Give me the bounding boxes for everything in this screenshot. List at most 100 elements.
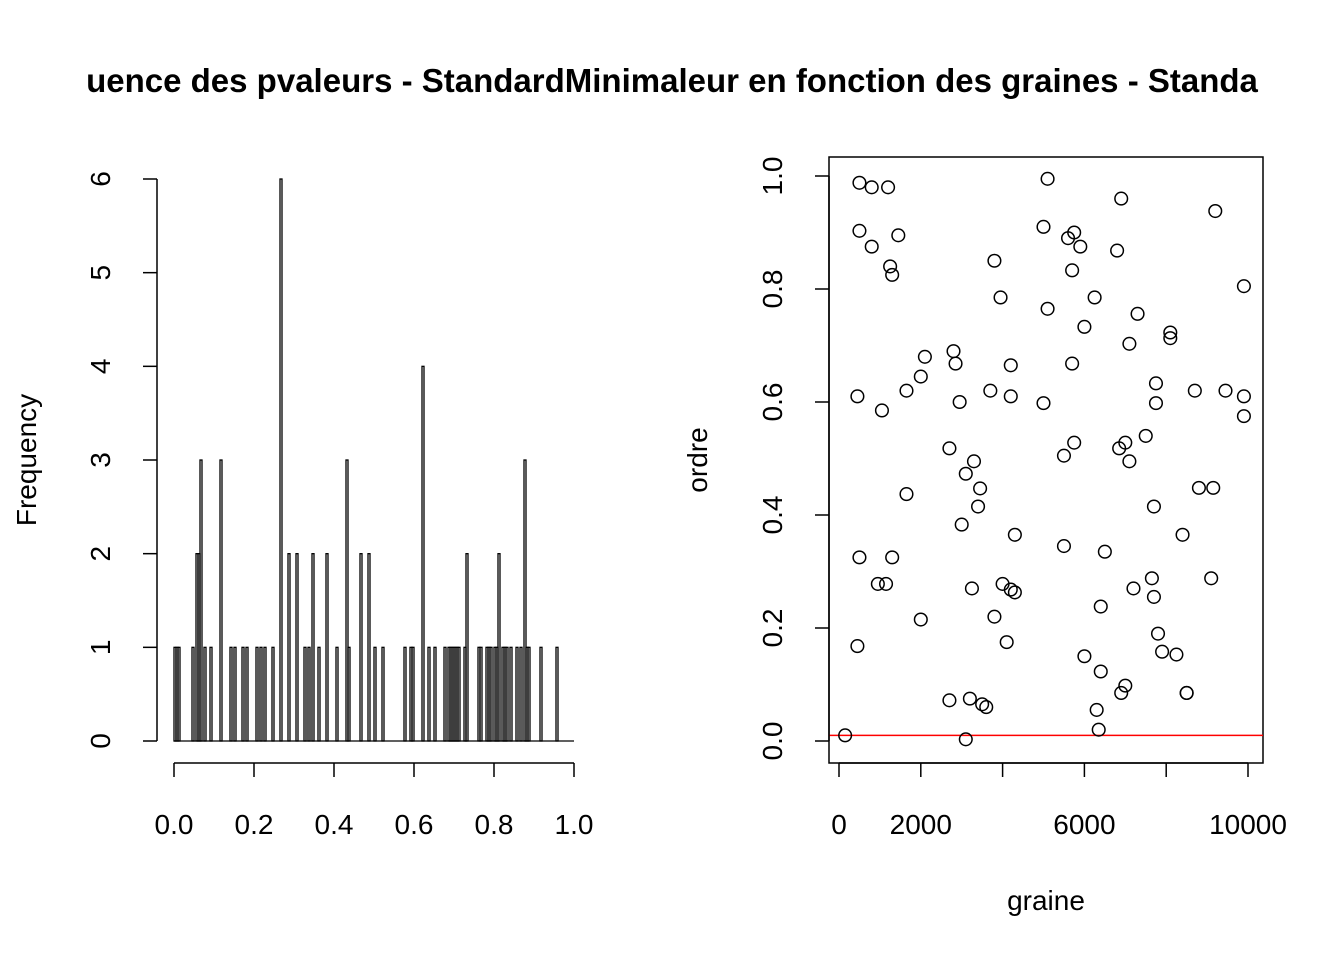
scatter-point [1146,499,1161,514]
scatter-point [1148,376,1164,391]
histogram-bar [427,646,431,742]
scatter-x-tick-label: 6000 [1053,809,1115,840]
histogram-bar [421,365,425,742]
scatter-point [1036,219,1051,234]
scatter-y-tick-label: 0.4 [757,496,788,535]
scatter-point [1067,225,1082,240]
histogram-bar [317,646,321,742]
scatter-point [870,576,885,591]
scatter-point [874,403,889,418]
scatter-point [885,550,900,565]
scatter-point [1091,722,1106,737]
scatter-point [962,691,977,706]
scatter-point [838,728,853,743]
scatter-x-tick-label: 2000 [890,809,952,840]
scatter-point [852,550,867,565]
histogram-bar [203,646,207,742]
histogram-bar [433,646,437,742]
histogram-bar [367,553,371,742]
scatter-point [1007,585,1022,600]
scatter-point [1236,409,1251,424]
histogram-x-tick-label: 1.0 [555,809,594,840]
scatter-point [1056,448,1071,463]
scatter-point [883,259,898,274]
histogram-bar [279,178,283,742]
scatter-point [1179,685,1194,701]
histogram-x-tick-label: 0.0 [155,809,194,840]
scatter-point [852,175,867,190]
scatter-point [973,481,988,496]
scatter-point [1146,589,1161,604]
scatter-point [1150,626,1166,641]
histogram-bar [259,646,263,742]
histogram-bar [233,646,237,742]
scatter-point [1093,664,1108,679]
histogram-bar [457,646,461,742]
scatter-point [885,267,900,282]
scatter-point [1122,454,1137,469]
histogram-y-tick-label: 2 [85,546,116,562]
scatter-point [971,499,986,514]
scatter-y-tick-label: 0.8 [757,270,788,309]
scatter-point [1114,685,1129,701]
scatter-chart: 0 2000 6000 10000 0.0 0.2 0.4 0.6 0.8 1.0 graine… [682,156,1287,916]
scatter-point [1097,544,1112,559]
scatter-plot-box [828,156,1264,764]
histogram-bars [173,178,574,742]
histogram-bar [307,646,311,742]
scatter-point [1175,527,1190,542]
scatter-point [913,369,928,384]
histogram-bar [199,459,203,742]
histogram-y-tick-label: 3 [85,452,116,468]
scatter-point [1191,480,1206,495]
scatter-point [891,228,906,243]
histogram-bar [515,646,519,742]
scatter-point [917,349,932,364]
scatter-y-tick-label: 0.0 [757,722,788,761]
scatter-x-axis: 0 2000 6000 10000 [831,762,1287,840]
scatter-points [838,171,1251,747]
scatter-point [942,441,957,456]
histogram-bar [489,646,493,742]
histogram-bar [411,646,415,742]
histogram-y-tick-label: 4 [85,359,116,375]
scatter-point [864,180,879,195]
scatter-point [979,700,994,715]
scatter-point [1163,325,1178,340]
scatter-point [958,466,973,481]
scatter-point [1204,571,1219,586]
scatter-point [1155,644,1170,659]
histogram-x-tick-label: 0.6 [395,809,434,840]
scatter-point [1130,306,1145,321]
scatter-point [1065,356,1080,371]
scatter-point [1236,389,1251,404]
histogram-y-tick-label: 5 [85,265,116,281]
histogram-bar [347,646,351,742]
scatter-point [850,639,865,654]
histogram-bar [509,646,513,742]
scatter-point [954,517,969,532]
histogram-bar [359,553,363,742]
histogram-bar [497,553,501,742]
histogram-bar [303,646,307,742]
histogram-bar [295,553,299,742]
scatter-point [1236,279,1251,294]
scatter-point [1003,582,1018,597]
scatter-point [1122,336,1137,351]
histogram-bar [229,646,233,742]
scatter-point [1163,331,1178,346]
histogram-bar [177,646,181,742]
histogram-y-tick-label: 1 [85,640,116,656]
histogram-y-tick-label: 0 [85,733,116,749]
scatter-point [1077,649,1092,664]
scatter-point [1067,435,1082,450]
scatter-point [1040,301,1055,316]
figure-title: uence des pvaleurs - StandardMinimaleur … [86,62,1258,99]
scatter-point [850,389,865,404]
histogram-bar [191,646,195,742]
scatter-x-tick-label: 10000 [1209,809,1287,840]
histogram-x-axis: 0.0 0.2 0.4 0.6 0.8 1.0 [155,762,594,840]
histogram-bar [241,646,245,742]
scatter-point [1036,396,1051,411]
scatter-y-tick-label: 0.6 [757,383,788,422]
